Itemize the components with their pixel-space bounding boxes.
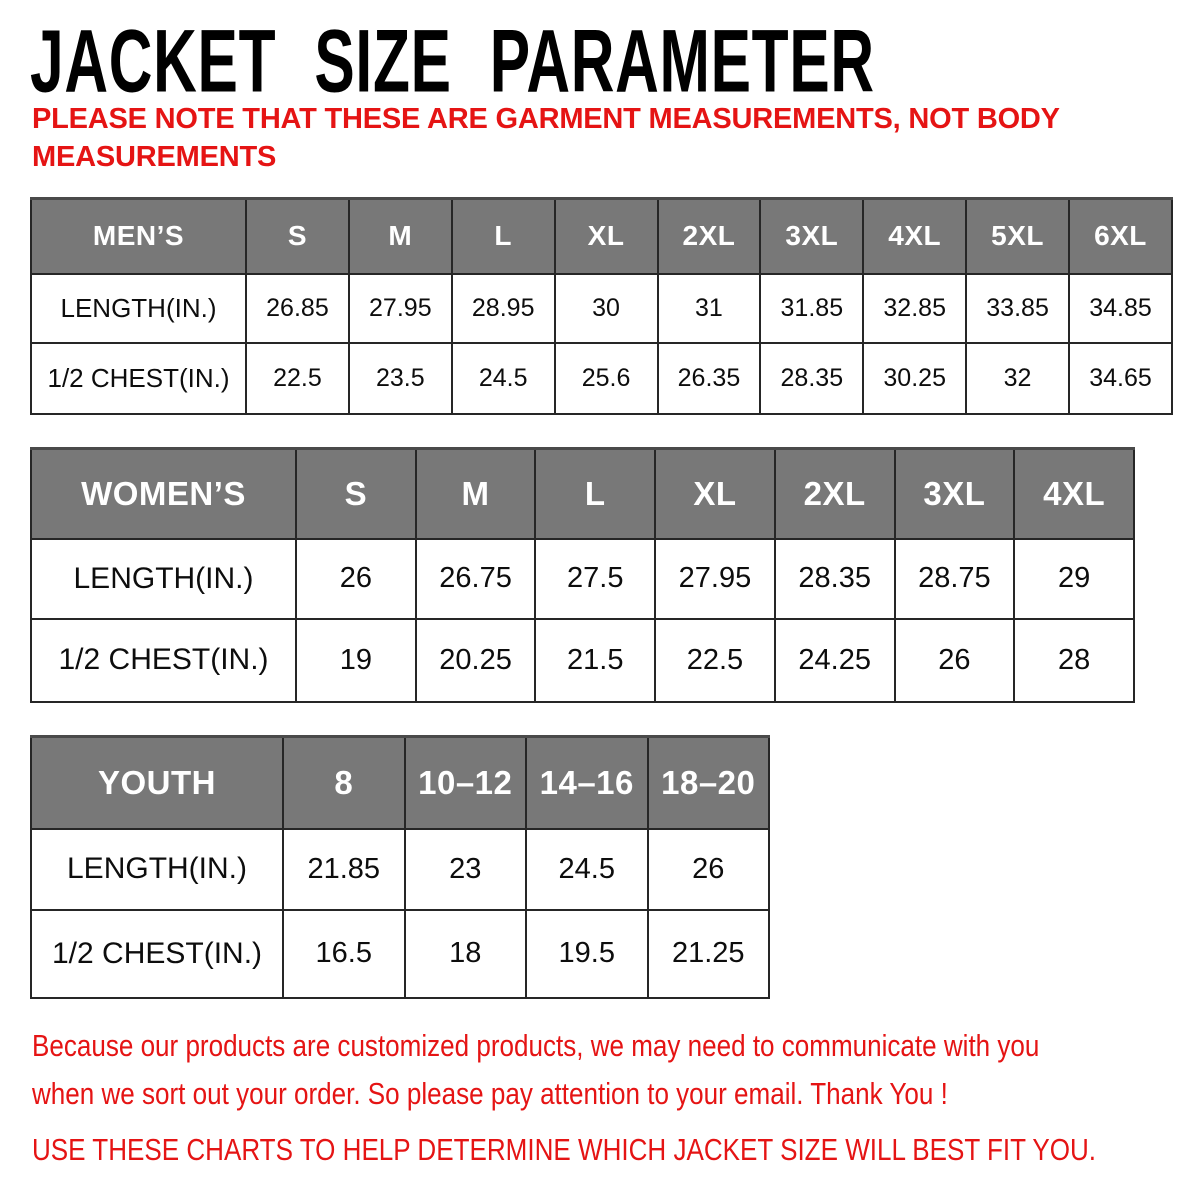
womens-size-table: WOMEN’S S M L XL 2XL 3XL 4XL LENGTH(IN.)… [30,447,1135,703]
size-header-cell: 6XL [1068,197,1173,275]
size-value-cell: 34.65 [1068,341,1173,415]
garment-measurement-note: PLEASE NOTE THAT THESE ARE GARMENT MEASU… [32,100,1060,176]
size-value-cell: 32.85 [862,272,968,344]
note-line-1: PLEASE NOTE THAT THESE ARE GARMENT MEASU… [32,103,1060,135]
size-value-cell: 28.35 [759,341,865,415]
size-value-cell: 28.75 [893,537,1016,620]
size-value-cell: 31.85 [759,272,865,344]
size-value-cell: 25.6 [553,341,659,415]
table-name-cell: WOMEN’S [30,447,297,540]
size-value-cell: 29 [1013,537,1135,620]
size-header-cell: M [414,447,537,540]
size-value-cell: 33.85 [965,272,1070,344]
size-header-cell: 10–12 [403,735,527,830]
half-chest-row: 1/2 CHEST(IN.) 19 20.25 21.5 22.5 24.25 … [30,617,1135,703]
size-header-cell: M [347,197,453,275]
youth-size-table: YOUTH 8 10–12 14–16 18–20 LENGTH(IN.) 21… [30,735,770,999]
size-value-cell: 19 [295,617,417,703]
size-header-cell: 4XL [862,197,968,275]
half-chest-row: 1/2 CHEST(IN.) 16.5 18 19.5 21.25 [30,908,770,999]
customization-notice: Because our products are customized prod… [32,1022,1039,1118]
page-title: JACKET SIZE PARAMETER [30,10,875,111]
size-value-cell: 27.95 [347,272,453,344]
size-value-cell: 27.5 [534,537,657,620]
header-row: MEN’S S M L XL 2XL 3XL 4XL 5XL 6XL [30,197,1173,275]
size-value-cell: 23.5 [347,341,453,415]
note-line-2: MEASUREMENTS [32,141,277,173]
size-header-cell: S [295,447,417,540]
size-value-cell: 20.25 [414,617,537,703]
size-value-cell: 30 [553,272,659,344]
size-value-cell: 32 [965,341,1070,415]
size-header-cell: 3XL [893,447,1016,540]
size-value-cell: 26.75 [414,537,537,620]
size-value-cell: 26.85 [245,272,350,344]
half-chest-row: 1/2 CHEST(IN.) 22.5 23.5 24.5 25.6 26.35… [30,341,1173,415]
size-header-cell: 3XL [759,197,865,275]
size-value-cell: 34.85 [1068,272,1173,344]
table-name-cell: YOUTH [30,735,284,830]
size-value-cell: 28 [1013,617,1135,703]
size-value-cell: 16.5 [282,908,406,999]
size-value-cell: 26 [646,827,770,911]
size-value-cell: 30.25 [862,341,968,415]
mens-size-table: MEN’S S M L XL 2XL 3XL 4XL 5XL 6XL LENGT… [30,197,1173,415]
size-header-cell: XL [553,197,659,275]
length-row: LENGTH(IN.) 26 26.75 27.5 27.95 28.35 28… [30,537,1135,620]
customization-notice-line-2: when we sort out your order. So please p… [32,1076,948,1111]
size-header-cell: L [534,447,657,540]
size-value-cell: 28.35 [773,537,896,620]
size-value-cell: 22.5 [654,617,776,703]
size-header-cell: 2XL [656,197,762,275]
size-value-cell: 24.25 [773,617,896,703]
size-value-cell: 21.85 [282,827,406,911]
row-label-cell: LENGTH(IN.) [30,827,284,911]
size-value-cell: 24.5 [525,827,649,911]
size-value-cell: 24.5 [450,341,556,415]
size-value-cell: 27.95 [654,537,776,620]
size-value-cell: 28.95 [450,272,556,344]
size-value-cell: 26 [893,617,1016,703]
size-value-cell: 26 [295,537,417,620]
row-label-cell: LENGTH(IN.) [30,537,297,620]
size-header-cell: 2XL [773,447,896,540]
size-header-cell: 8 [282,735,406,830]
size-header-cell: S [245,197,350,275]
row-label-cell: LENGTH(IN.) [30,272,247,344]
size-value-cell: 26.35 [656,341,762,415]
row-label-cell: 1/2 CHEST(IN.) [30,908,284,999]
length-row: LENGTH(IN.) 26.85 27.95 28.95 30 31 31.8… [30,272,1173,344]
size-header-cell: 18–20 [646,735,770,830]
chart-usage-note: USE THESE CHARTS TO HELP DETERMINE WHICH… [32,1132,1097,1167]
size-header-cell: L [450,197,556,275]
size-value-cell: 21.5 [534,617,657,703]
size-header-cell: 14–16 [525,735,649,830]
size-header-cell: 4XL [1013,447,1135,540]
size-value-cell: 23 [403,827,527,911]
size-value-cell: 19.5 [525,908,649,999]
size-header-cell: XL [654,447,776,540]
row-label-cell: 1/2 CHEST(IN.) [30,617,297,703]
size-value-cell: 18 [403,908,527,999]
table-name-cell: MEN’S [30,197,247,275]
size-header-cell: 5XL [965,197,1070,275]
size-value-cell: 31 [656,272,762,344]
row-label-cell: 1/2 CHEST(IN.) [30,341,247,415]
size-value-cell: 22.5 [245,341,350,415]
customization-notice-line-1: Because our products are customized prod… [32,1028,1040,1063]
header-row: WOMEN’S S M L XL 2XL 3XL 4XL [30,447,1135,540]
length-row: LENGTH(IN.) 21.85 23 24.5 26 [30,827,770,911]
size-value-cell: 21.25 [646,908,770,999]
header-row: YOUTH 8 10–12 14–16 18–20 [30,735,770,830]
